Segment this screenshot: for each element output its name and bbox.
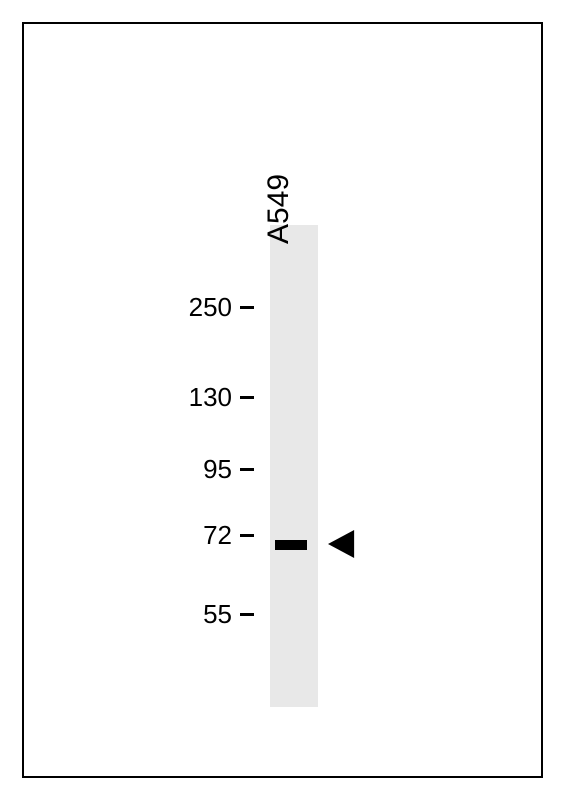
mw-tick-130 [240,396,254,399]
mw-tick-95 [240,468,254,471]
mw-label-55: 55 [203,599,232,630]
blot-lane [270,225,318,707]
mw-tick-55 [240,613,254,616]
mw-label-130: 130 [189,382,232,413]
mw-label-250: 250 [189,292,232,323]
mw-tick-72 [240,534,254,537]
band-indicator-arrow [328,530,356,563]
lane-label: A549 [262,174,296,244]
mw-label-72: 72 [203,520,232,551]
mw-tick-250 [240,306,254,309]
protein-band [275,540,307,550]
mw-label-95: 95 [203,454,232,485]
